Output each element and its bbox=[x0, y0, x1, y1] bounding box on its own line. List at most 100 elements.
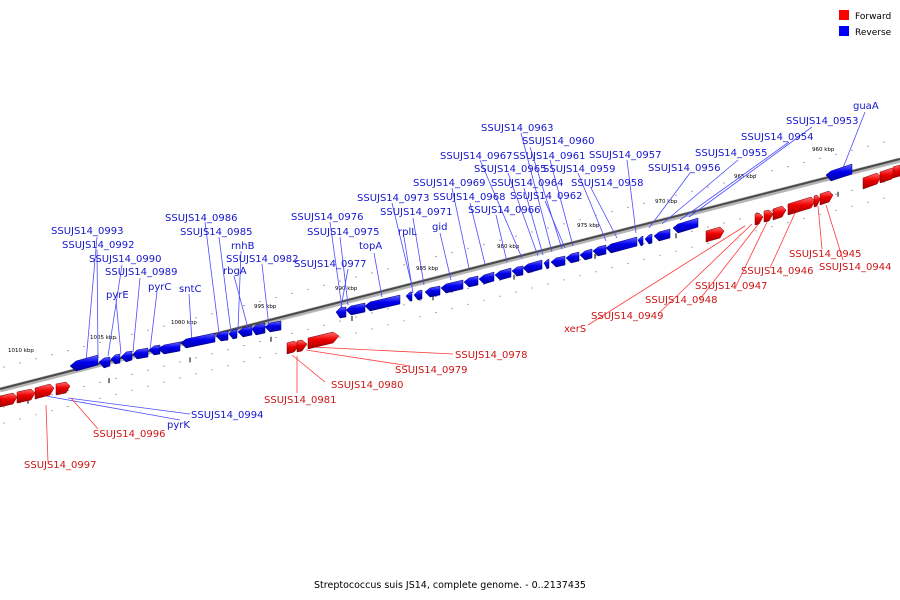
gene-arrow-forward[interactable] bbox=[892, 164, 900, 179]
tick-dot bbox=[387, 324, 389, 326]
gene-arrow-forward[interactable] bbox=[787, 196, 816, 216]
tick-dot bbox=[339, 320, 341, 322]
gene-arrow-forward[interactable] bbox=[34, 383, 55, 400]
gene-label: SSUJS14_0953 bbox=[786, 116, 859, 127]
gene-label: SSUJS14_0981 bbox=[264, 395, 337, 406]
gene-arrow-reverse[interactable] bbox=[463, 275, 479, 288]
gene-arrow-forward[interactable] bbox=[819, 190, 834, 206]
gene-arrow-reverse[interactable] bbox=[110, 353, 121, 365]
gene-arrow-reverse[interactable] bbox=[345, 302, 366, 316]
tick-dot bbox=[579, 259, 581, 261]
gene-arrow-reverse[interactable] bbox=[69, 354, 99, 372]
tick-dot bbox=[803, 161, 805, 164]
tick-dot bbox=[883, 141, 885, 143]
gene-label: xerS bbox=[564, 324, 586, 335]
tick-dot bbox=[131, 373, 133, 375]
tick-dot bbox=[707, 242, 709, 244]
tick-label: 985 kbp bbox=[416, 266, 439, 272]
tick-label: 995 kbp bbox=[254, 304, 277, 310]
tick-dot bbox=[659, 254, 661, 256]
gene-arrow-reverse[interactable] bbox=[424, 285, 441, 298]
gene-arrow-reverse[interactable] bbox=[251, 322, 266, 336]
gene-arrow-forward[interactable] bbox=[705, 226, 725, 243]
tick-dot bbox=[419, 316, 421, 318]
gene-arrow-forward[interactable] bbox=[16, 388, 36, 404]
gene-arrow-reverse[interactable] bbox=[413, 289, 423, 301]
tick-dot bbox=[99, 381, 101, 383]
tick-dot bbox=[115, 377, 117, 379]
tick-dot bbox=[35, 414, 37, 416]
gene-arrow-reverse[interactable] bbox=[543, 258, 550, 270]
gene-arrow-reverse[interactable] bbox=[579, 248, 593, 261]
gene-arrow-reverse[interactable] bbox=[264, 320, 282, 333]
gene-arrow-reverse[interactable] bbox=[120, 350, 133, 363]
tick-dot bbox=[771, 170, 773, 172]
reverse-gene-labels: SSUJS14_0993 SSUJS14_0992 SSUJS14_0990 p… bbox=[51, 101, 879, 431]
tick-dot bbox=[611, 267, 613, 269]
gene-arrow-forward[interactable] bbox=[772, 205, 787, 221]
gene-arrow-reverse[interactable] bbox=[672, 217, 699, 234]
gene-arrow-reverse[interactable] bbox=[215, 330, 229, 342]
gene-arrow-forward[interactable] bbox=[754, 212, 764, 226]
tick-dot bbox=[67, 350, 69, 352]
tick-dot bbox=[739, 218, 741, 220]
gene-label: rbgA bbox=[223, 266, 247, 277]
gene-arrow-reverse[interactable] bbox=[228, 328, 238, 340]
tick-dot bbox=[403, 320, 405, 322]
gene-arrow-forward[interactable] bbox=[307, 331, 340, 350]
tick-dot bbox=[771, 226, 773, 228]
gene-arrow-reverse[interactable] bbox=[180, 332, 216, 349]
gene-arrow-reverse[interactable] bbox=[565, 251, 580, 264]
gene-arrow-reverse[interactable] bbox=[364, 294, 401, 312]
gene-arrow-forward[interactable] bbox=[813, 194, 821, 208]
gene-arrow-reverse[interactable] bbox=[550, 255, 566, 268]
gene-arrow-forward[interactable] bbox=[862, 172, 882, 190]
tick-dot bbox=[851, 189, 853, 191]
tick-dot bbox=[435, 312, 437, 314]
gene-arrow-reverse[interactable] bbox=[405, 291, 413, 302]
tick-dot bbox=[147, 385, 149, 387]
tick-dot bbox=[403, 304, 405, 306]
gene-arrow-reverse[interactable] bbox=[637, 235, 644, 247]
gene-label: sntC bbox=[179, 284, 201, 295]
gene-arrow-reverse[interactable] bbox=[440, 279, 464, 294]
gene-arrow-reverse[interactable] bbox=[592, 244, 607, 257]
gene-arrow-reverse[interactable] bbox=[98, 356, 111, 369]
tick-dot bbox=[643, 258, 645, 260]
gene-arrow-reverse[interactable] bbox=[605, 236, 638, 254]
tick-dot bbox=[771, 210, 773, 212]
gene-label: SSUJS14_0997 bbox=[24, 460, 97, 471]
gene-arrow-reverse[interactable] bbox=[653, 228, 671, 242]
tick-dot bbox=[451, 251, 453, 254]
gene-arrow-reverse[interactable] bbox=[522, 259, 543, 274]
tick-dot bbox=[291, 332, 293, 334]
gene-arrow-reverse[interactable] bbox=[335, 306, 347, 319]
tick-dot bbox=[115, 337, 117, 339]
tick-dot bbox=[195, 317, 197, 319]
gene-arrow-reverse[interactable] bbox=[825, 163, 853, 182]
tick-dot bbox=[691, 230, 693, 232]
gene-arrow-reverse[interactable] bbox=[237, 325, 253, 338]
gene-label: SSUJS14_0978 bbox=[455, 350, 528, 361]
tick-label: 965 kbp bbox=[734, 174, 757, 180]
gene-label: SSUJS14_0959 bbox=[543, 164, 616, 175]
gene-arrow-reverse[interactable] bbox=[494, 267, 512, 281]
tick-dot bbox=[803, 217, 805, 220]
gene-arrow-forward[interactable] bbox=[0, 392, 18, 408]
gene-arrow-reverse[interactable] bbox=[157, 341, 181, 355]
gene-arrow-forward[interactable] bbox=[55, 381, 71, 396]
gene-arrow-reverse[interactable] bbox=[478, 271, 495, 285]
gene-arrow-reverse[interactable] bbox=[644, 233, 653, 245]
gene-arrow-forward[interactable] bbox=[296, 339, 308, 353]
tick-dot bbox=[563, 279, 565, 281]
gene-arrow-reverse[interactable] bbox=[132, 347, 149, 360]
gene-label: SSUJS14_0976 bbox=[291, 212, 364, 223]
gene-arrow-forward[interactable] bbox=[763, 209, 774, 223]
gene-arrow-reverse[interactable] bbox=[511, 265, 524, 277]
gene-label: SSUJS14_0973 bbox=[357, 193, 430, 204]
legend-reverse-label: Reverse bbox=[855, 28, 892, 38]
forward-leader-lines bbox=[45, 204, 844, 463]
tick-dot bbox=[211, 313, 213, 315]
tick-dot bbox=[179, 377, 181, 379]
tick-dot bbox=[35, 358, 37, 360]
